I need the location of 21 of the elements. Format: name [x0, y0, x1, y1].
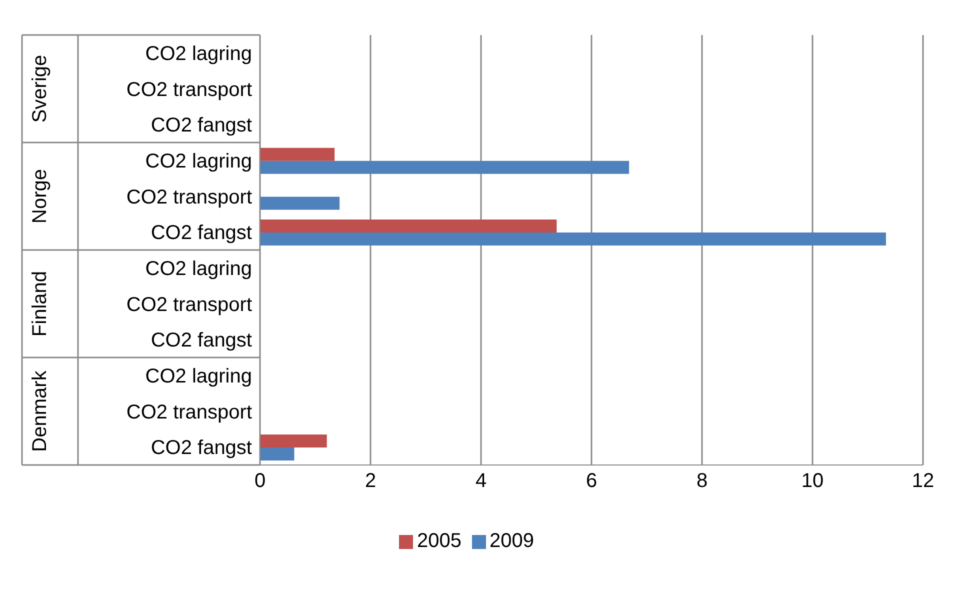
- y-tick-label: CO2 fangst: [150, 222, 252, 244]
- y-tick-label: CO2 fangst: [150, 114, 252, 137]
- y-tick-label: CO2 fangst: [150, 437, 252, 460]
- x-tick-label: 12: [912, 470, 934, 492]
- y-tick-label: CO2 fangst: [150, 330, 252, 352]
- x-tick-label: 4: [475, 470, 487, 492]
- y-tick-label: CO2 transport: [126, 186, 252, 208]
- x-tick-label: 0: [254, 470, 266, 492]
- legend-label: 2009: [490, 530, 534, 552]
- x-tick-label: 8: [696, 470, 708, 492]
- y-tick-label: CO2 lagring: [145, 43, 252, 66]
- y-tick-label: CO2 lagring: [145, 366, 252, 388]
- x-tick-label: 6: [586, 470, 598, 492]
- y-tick-label: CO2 transport: [126, 294, 252, 316]
- legend-label: 2005: [417, 530, 462, 552]
- y-tick-label: CO2 lagring: [145, 150, 252, 173]
- y-tick-label: CO2 transport: [126, 78, 252, 101]
- y-tick-label: CO2 lagring: [145, 258, 252, 280]
- x-tick-label: 10: [801, 470, 824, 492]
- y-tick-label: CO2 transport: [126, 401, 252, 424]
- x-tick-label: 2: [364, 470, 376, 492]
